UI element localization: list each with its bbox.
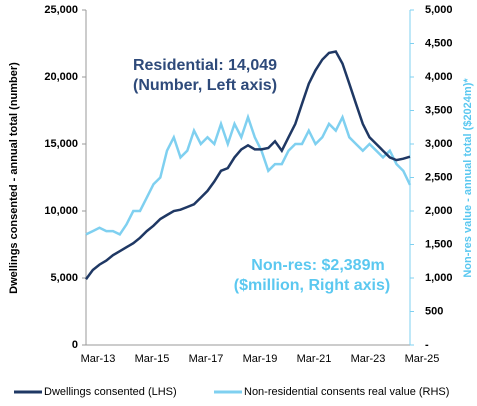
- x-tick-label: Mar-23: [351, 353, 386, 365]
- x-tick-label: Mar-25: [405, 353, 440, 365]
- y2-tick-label: -: [425, 339, 429, 351]
- y2-tick-label: 3,500: [425, 104, 453, 116]
- annotation: Non-res: $2,389m: [251, 257, 384, 274]
- y2-tick-label: 5,000: [425, 4, 453, 16]
- x-tick-label: Mar-17: [189, 353, 224, 365]
- y2-tick-label: 2,500: [425, 171, 453, 183]
- legend-label: Non-residential consents real value (RHS…: [244, 386, 449, 398]
- y2-tick-label: 4,500: [425, 37, 453, 49]
- y2-tick-label: 3,000: [425, 138, 453, 150]
- x-tick-label: Mar-13: [81, 353, 116, 365]
- x-tick-label: Mar-21: [297, 353, 332, 365]
- y2-tick-label: 1,000: [425, 272, 453, 284]
- legend-label: Dwellings consented (LHS): [44, 386, 177, 398]
- annotation: Residential: 14,049: [133, 57, 277, 74]
- series-line: [84, 50, 411, 281]
- series-line: [85, 113, 412, 236]
- y2-tick-label: 1,500: [425, 238, 453, 250]
- y-tick-label: 0: [72, 339, 78, 351]
- y-tick-label: 10,000: [44, 205, 78, 217]
- annotation: (Number, Left axis): [133, 77, 277, 94]
- y2-tick-label: 4,000: [425, 71, 453, 83]
- x-tick-label: Mar-19: [243, 353, 278, 365]
- y-tick-label: 25,000: [44, 4, 78, 16]
- annotation: ($million, Right axis): [234, 277, 390, 294]
- y-tick-label: 5,000: [50, 272, 78, 284]
- y2-tick-label: 500: [425, 305, 443, 317]
- y2-axis-title: Non-res value - annual total ($2024m)*: [462, 78, 474, 278]
- y2-tick-label: 2,000: [425, 205, 453, 217]
- y-tick-label: 20,000: [44, 71, 78, 83]
- y-axis-title: Dwellings consented - annual total (numb…: [8, 62, 20, 294]
- y-tick-label: 15,000: [44, 138, 78, 150]
- x-tick-label: Mar-15: [135, 353, 170, 365]
